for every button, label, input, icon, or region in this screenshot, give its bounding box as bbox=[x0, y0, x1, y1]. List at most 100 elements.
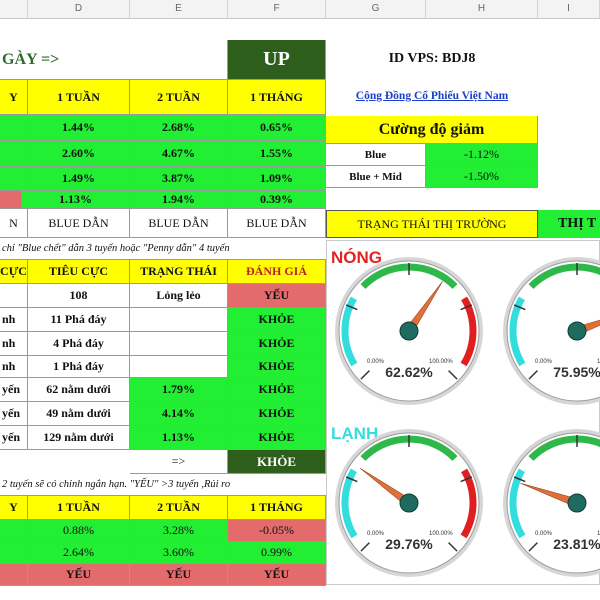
bottom-row-1-2w[interactable]: 3.28% bbox=[130, 520, 228, 542]
header-cell-c[interactable]: Y bbox=[0, 80, 28, 115]
middle-row-2-rating[interactable]: KHỎE bbox=[228, 308, 326, 332]
bottom-header-2w[interactable]: 2 TUẦN bbox=[130, 496, 228, 520]
bottom-row-1-c[interactable] bbox=[0, 520, 28, 542]
column-header-d[interactable]: D bbox=[28, 0, 130, 18]
gauge-tick bbox=[528, 542, 538, 552]
bottom-status-c[interactable] bbox=[0, 564, 28, 586]
gauge-tick bbox=[360, 370, 370, 380]
gauge-panel: NÓNG LẠNH 0.00%100.00%62.62% 0.00%100.00… bbox=[326, 240, 600, 585]
gauge-max-label: 100.00% bbox=[429, 359, 453, 365]
bottom-header-1m[interactable]: 1 THÁNG bbox=[228, 496, 326, 520]
left-title-cell[interactable]: GÀY => bbox=[0, 40, 130, 80]
middle-row-3-rating[interactable]: KHỎE bbox=[228, 332, 326, 356]
top-row-1-c[interactable] bbox=[0, 115, 28, 141]
middle-header-c[interactable]: CỰC bbox=[0, 260, 28, 284]
bottom-row-2-c[interactable] bbox=[0, 542, 28, 564]
top-row-2-2w[interactable]: 4.67% bbox=[130, 141, 228, 167]
middle-row-2-c[interactable]: nh bbox=[0, 308, 28, 332]
middle-header-rating[interactable]: ĐÁNH GIÁ bbox=[228, 260, 326, 284]
top-row-3-1m[interactable]: 1.09% bbox=[228, 167, 326, 191]
middle-row-6-state[interactable]: 4.14% bbox=[130, 402, 228, 426]
middle-row-6-c[interactable]: yến bbox=[0, 402, 28, 426]
middle-row-7-rating[interactable]: KHỎE bbox=[228, 426, 326, 450]
middle-row-5-neg[interactable]: 62 nằm dưới bbox=[28, 378, 130, 402]
top-row-2-c[interactable] bbox=[0, 141, 28, 167]
top-row-2-1w[interactable]: 2.60% bbox=[28, 141, 130, 167]
column-header-bar: D E F G H I bbox=[0, 0, 600, 19]
top-row-3-2w[interactable]: 3.87% bbox=[130, 167, 228, 191]
bottom-row-2-1m[interactable]: 0.99% bbox=[228, 542, 326, 564]
bottom-header-c[interactable]: Y bbox=[0, 496, 28, 520]
middle-row-4-neg[interactable]: 1 Phá đáy bbox=[28, 356, 130, 378]
bottom-status-1w[interactable]: YẾU bbox=[28, 564, 130, 586]
middle-row-5-rating[interactable]: KHỎE bbox=[228, 378, 326, 402]
header-cell-1-week[interactable]: 1 TUẦN bbox=[28, 80, 130, 115]
bottom-row-2-1w[interactable]: 2.64% bbox=[28, 542, 130, 564]
middle-row-7-state[interactable]: 1.13% bbox=[130, 426, 228, 450]
strength-bluemid-value: -1.50% bbox=[426, 166, 538, 188]
middle-row-3-state[interactable] bbox=[130, 332, 228, 356]
gauge-tick bbox=[513, 476, 526, 483]
strength-blue-value: -1.12% bbox=[426, 144, 538, 166]
top-row-4-2w[interactable]: 1.94% bbox=[130, 191, 228, 209]
lead-row-c[interactable]: N bbox=[0, 209, 28, 238]
lead-row-1w[interactable]: BLUE DẪN bbox=[28, 209, 130, 238]
bottom-status-1m[interactable]: YẾU bbox=[228, 564, 326, 586]
gauge-min-label: 0.00% bbox=[535, 531, 553, 537]
top-row-3-1w[interactable]: 1.49% bbox=[28, 167, 130, 191]
top-row-4-1m[interactable]: 0.39% bbox=[228, 191, 326, 209]
top-row-3-c[interactable] bbox=[0, 167, 28, 191]
column-header-c[interactable] bbox=[0, 0, 28, 18]
middle-row-7-neg[interactable]: 129 nằm dưới bbox=[28, 426, 130, 450]
top-row-4-1w[interactable]: 1.13% bbox=[22, 191, 130, 209]
middle-row-7-c[interactable]: yến bbox=[0, 426, 28, 450]
middle-row-1-neg[interactable]: 108 bbox=[28, 284, 130, 308]
middle-header-negative[interactable]: TIÊU CỰC bbox=[28, 260, 130, 284]
gauge-hot-2: 0.00% 100.00%75.95% bbox=[503, 257, 600, 405]
column-header-f[interactable]: F bbox=[228, 0, 326, 18]
column-header-i[interactable]: I bbox=[538, 0, 600, 18]
middle-row-6-neg[interactable]: 49 nằm dưới bbox=[28, 402, 130, 426]
column-header-h[interactable]: H bbox=[426, 0, 538, 18]
middle-row-2-state[interactable] bbox=[130, 308, 228, 332]
middle-row-1-c[interactable] bbox=[0, 284, 28, 308]
middle-row-4-c[interactable]: nh bbox=[0, 356, 28, 378]
middle-row-2-neg[interactable]: 11 Phá đáy bbox=[28, 308, 130, 332]
header-cell-2-weeks[interactable]: 2 TUẦN bbox=[130, 80, 228, 115]
bottom-row-2-2w[interactable]: 3.60% bbox=[130, 542, 228, 564]
middle-summary[interactable]: KHỎE bbox=[228, 450, 326, 474]
lead-row-2w[interactable]: BLUE DẪN bbox=[130, 209, 228, 238]
middle-row-1-rating[interactable]: YẾU bbox=[228, 284, 326, 308]
middle-row-4-state[interactable] bbox=[130, 356, 228, 378]
gauge-hub bbox=[399, 321, 419, 341]
gauge-cold-band bbox=[341, 468, 358, 539]
column-header-g[interactable]: G bbox=[326, 0, 426, 18]
middle-arrow[interactable]: => bbox=[130, 450, 228, 474]
blank-cell[interactable] bbox=[130, 40, 228, 80]
strength-blue-label: Blue bbox=[326, 144, 426, 166]
top-row-1-2w[interactable]: 2.68% bbox=[130, 115, 228, 141]
middle-row-3-c[interactable]: nh bbox=[0, 332, 28, 356]
gauge-cold-band bbox=[509, 468, 526, 539]
cold-label: LẠNH bbox=[331, 424, 378, 443]
middle-row-5-c[interactable]: yến bbox=[0, 378, 28, 402]
up-status-cell[interactable]: UP bbox=[228, 40, 326, 80]
top-row-2-1m[interactable]: 1.55% bbox=[228, 141, 326, 167]
middle-row-3-neg[interactable]: 4 Phá đáy bbox=[28, 332, 130, 356]
middle-row-4-rating[interactable]: KHỎE bbox=[228, 356, 326, 378]
middle-row-5-state[interactable]: 1.79% bbox=[130, 378, 228, 402]
top-row-4-c[interactable] bbox=[0, 191, 22, 209]
middle-row-6-rating[interactable]: KHỎE bbox=[228, 402, 326, 426]
column-header-e[interactable]: E bbox=[130, 0, 228, 18]
top-row-1-1w[interactable]: 1.44% bbox=[28, 115, 130, 141]
top-row-1-1m[interactable]: 0.65% bbox=[228, 115, 326, 141]
header-cell-1-month[interactable]: 1 THÁNG bbox=[228, 80, 326, 115]
community-link[interactable]: Cộng Đồng Cổ Phiếu Việt Nam bbox=[326, 78, 538, 114]
bottom-row-1-1m[interactable]: -0.05% bbox=[228, 520, 326, 542]
bottom-row-1-1w[interactable]: 0.88% bbox=[28, 520, 130, 542]
lead-row-1m[interactable]: BLUE DẪN bbox=[228, 209, 326, 238]
bottom-status-2w[interactable]: YẾU bbox=[130, 564, 228, 586]
bottom-header-1w[interactable]: 1 TUẦN bbox=[28, 496, 130, 520]
middle-row-1-state[interactable]: Lỏng lẻo bbox=[130, 284, 228, 308]
middle-header-state[interactable]: TRẠNG THÁI bbox=[130, 260, 228, 284]
